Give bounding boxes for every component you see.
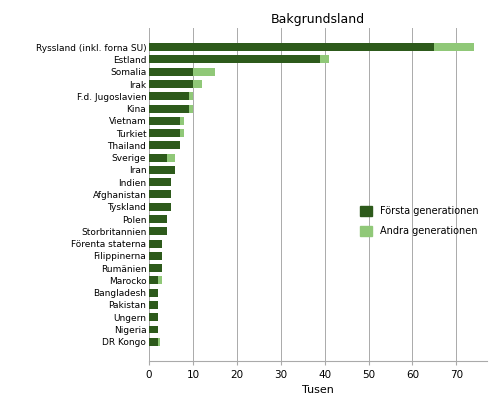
X-axis label: Tusen: Tusen: [302, 385, 334, 395]
Bar: [149, 289, 158, 297]
Bar: [149, 142, 180, 150]
Bar: [188, 105, 193, 113]
Bar: [158, 276, 162, 284]
Bar: [434, 43, 474, 51]
Bar: [180, 129, 184, 137]
Bar: [149, 178, 171, 186]
Bar: [149, 68, 193, 76]
Bar: [166, 154, 175, 162]
Bar: [149, 92, 188, 100]
Bar: [149, 117, 180, 125]
Bar: [149, 129, 180, 137]
Bar: [149, 80, 193, 88]
Bar: [193, 80, 202, 88]
Bar: [149, 105, 188, 113]
Legend: Första generationen, Andra generationen: Första generationen, Andra generationen: [356, 202, 482, 240]
Bar: [149, 239, 162, 247]
Bar: [149, 190, 171, 198]
Bar: [320, 55, 329, 63]
Bar: [149, 264, 162, 272]
Bar: [149, 301, 158, 309]
Bar: [149, 215, 166, 223]
Bar: [149, 154, 166, 162]
Bar: [149, 55, 320, 63]
Bar: [188, 92, 193, 100]
Bar: [149, 43, 434, 51]
Bar: [149, 326, 158, 334]
Bar: [193, 68, 215, 76]
Bar: [149, 276, 158, 284]
Title: Bakgrundsland: Bakgrundsland: [271, 12, 365, 26]
Bar: [149, 252, 162, 260]
Bar: [149, 338, 158, 346]
Bar: [149, 166, 175, 174]
Bar: [149, 313, 158, 321]
Bar: [149, 203, 171, 211]
Bar: [158, 338, 160, 346]
Bar: [149, 227, 166, 235]
Bar: [180, 117, 184, 125]
